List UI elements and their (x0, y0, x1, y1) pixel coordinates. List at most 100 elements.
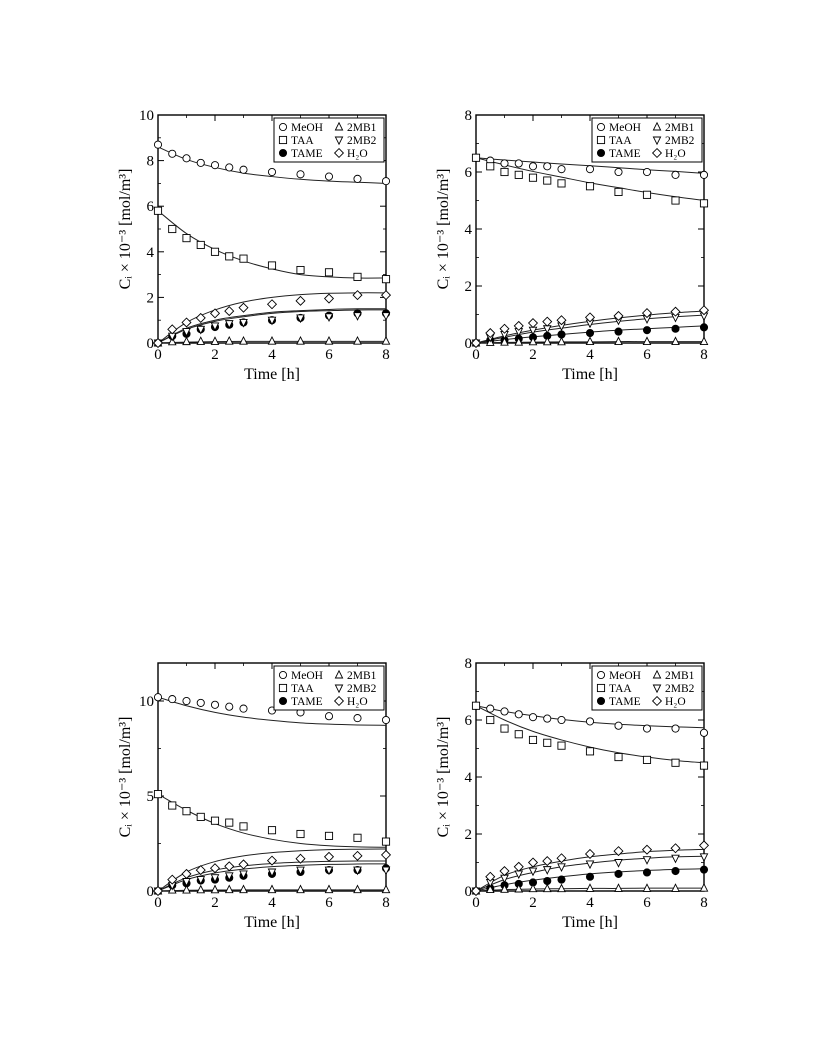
legend-marker-circle-filled (278, 696, 288, 706)
y-axis-label: Cᵢ × 10⁻³ [mol/m³] (435, 717, 452, 838)
data-point-circle-open (196, 158, 205, 167)
data-point-circle-open (381, 177, 391, 186)
data-point-square-open (585, 182, 595, 191)
data-point-diamond-open (556, 315, 567, 326)
legend-label: 2MB2 (347, 135, 377, 147)
data-point-square-open (239, 822, 248, 831)
data-point-diamond-open (181, 868, 192, 879)
x-tick-label: 0 (154, 347, 162, 363)
y-tick-label: 4 (465, 222, 473, 238)
data-point-square-open (514, 170, 523, 179)
data-point-circle-open (614, 721, 623, 730)
y-tick-label: 2 (465, 827, 473, 843)
data-point-triangle-down-open (381, 866, 391, 876)
data-point-circle-open (543, 714, 552, 723)
data-point-triangle-up-open (324, 884, 334, 894)
legend-label: MeOH (291, 670, 323, 682)
data-point-triangle-down-open (239, 319, 248, 328)
data-point-diamond-open (152, 337, 164, 349)
legend-label: MeOH (291, 122, 323, 134)
data-point-circle-filled (585, 872, 595, 881)
data-point-triangle-down-open (699, 853, 709, 863)
data-point-diamond-open (266, 855, 278, 866)
legend-box (591, 117, 703, 163)
data-point-square-open (168, 801, 177, 810)
data-point-diamond-open (527, 318, 539, 329)
data-point-diamond-open (542, 316, 553, 327)
y-tick-label: 0 (465, 884, 473, 900)
model-curve-triangle-down-open (157, 308, 387, 344)
data-point-square-open (353, 833, 362, 842)
y-tick-label: 6 (465, 713, 473, 729)
data-point-triangle-up-open (196, 884, 206, 894)
data-point-triangle-up-open (671, 883, 680, 892)
data-point-square-open (699, 199, 709, 208)
legend-marker-square-open (278, 683, 288, 693)
y-tick-label: 8 (465, 656, 473, 672)
data-point-triangle-down-open (557, 863, 566, 872)
y-tick-label: 10 (139, 108, 154, 124)
data-point-triangle-up-open (528, 336, 538, 346)
x-tick-label: 6 (325, 895, 333, 911)
chart-2: 0 2 4 6 8 0 2 4 6 8 Time [h] Cᵢ × 10⁻³ [mol/m³] MeOH… (435, 108, 710, 383)
data-point-square-open (210, 816, 220, 825)
data-point-triangle-down-open (353, 866, 362, 876)
chart-3: 0 2 4 6 8 0 5 10 Time [h] Cᵢ × 10⁻³ [mol/m³] MeOH 2… (117, 662, 392, 931)
data-point-triangle-down-open (353, 312, 362, 321)
data-point-triangle-down-open (528, 867, 538, 877)
x-tick-label: 6 (325, 347, 333, 363)
data-point-square-open (267, 261, 277, 270)
data-point-square-open (471, 153, 481, 162)
data-point-triangle-down-open (296, 314, 305, 324)
x-axis-label: Time [h] (244, 366, 300, 383)
data-point-diamond-open (224, 306, 235, 317)
data-point-triangle-down-open (671, 854, 680, 864)
legend-marker-triangle-up-open (334, 669, 344, 679)
data-point-circle-open (168, 695, 177, 704)
model-curve-diamond-open (157, 848, 387, 892)
legend-label: 2MB2 (665, 135, 695, 147)
legend-marker-circle-open (278, 122, 288, 132)
legend-marker-triangle-down-open (334, 684, 344, 694)
data-point-circle-open (381, 715, 391, 725)
data-point-square-open (153, 206, 163, 215)
data-point-triangle-down-open (224, 320, 234, 329)
data-point-triangle-up-open (296, 884, 305, 894)
data-point-triangle-up-open (585, 883, 595, 892)
data-point-square-open (642, 755, 652, 764)
y-tick-label: 0 (465, 336, 473, 352)
data-point-square-open (585, 747, 595, 756)
data-point-triangle-down-open (585, 860, 595, 870)
data-point-triangle-up-open (542, 883, 552, 893)
data-point-triangle-up-open (196, 336, 206, 345)
data-point-circle-filled (614, 327, 623, 336)
data-point-circle-open (182, 696, 191, 706)
data-point-square-open (210, 247, 220, 256)
data-point-square-open (514, 730, 523, 739)
data-point-triangle-up-open (671, 336, 680, 346)
data-point-square-open (528, 735, 538, 744)
data-point-circle-open (528, 713, 538, 722)
data-point-square-open (486, 162, 495, 171)
y-tick-label: 10 (139, 694, 154, 710)
y-tick-label: 0 (147, 336, 155, 352)
data-point-diamond-open (195, 865, 206, 876)
legend-label: TAA (609, 683, 632, 695)
data-point-circle-open (671, 724, 680, 733)
data-point-triangle-down-open (381, 312, 391, 321)
data-point-triangle-up-open (542, 336, 552, 346)
legend-label: 2MB1 (665, 122, 695, 134)
data-point-square-open (196, 812, 205, 821)
x-tick-label: 0 (472, 347, 480, 363)
y-tick-label: 2 (465, 279, 473, 295)
data-point-diamond-open (352, 290, 363, 301)
data-point-triangle-down-open (196, 876, 206, 885)
data-point-circle-open (324, 172, 334, 181)
data-point-diamond-open (613, 846, 624, 857)
data-point-triangle-up-open (528, 883, 538, 893)
data-point-circle-filled (614, 869, 623, 878)
data-point-square-open (614, 752, 623, 762)
data-point-diamond-open (698, 840, 710, 851)
data-point-circle-open (196, 698, 205, 707)
model-curve-diamond-open (157, 292, 387, 344)
